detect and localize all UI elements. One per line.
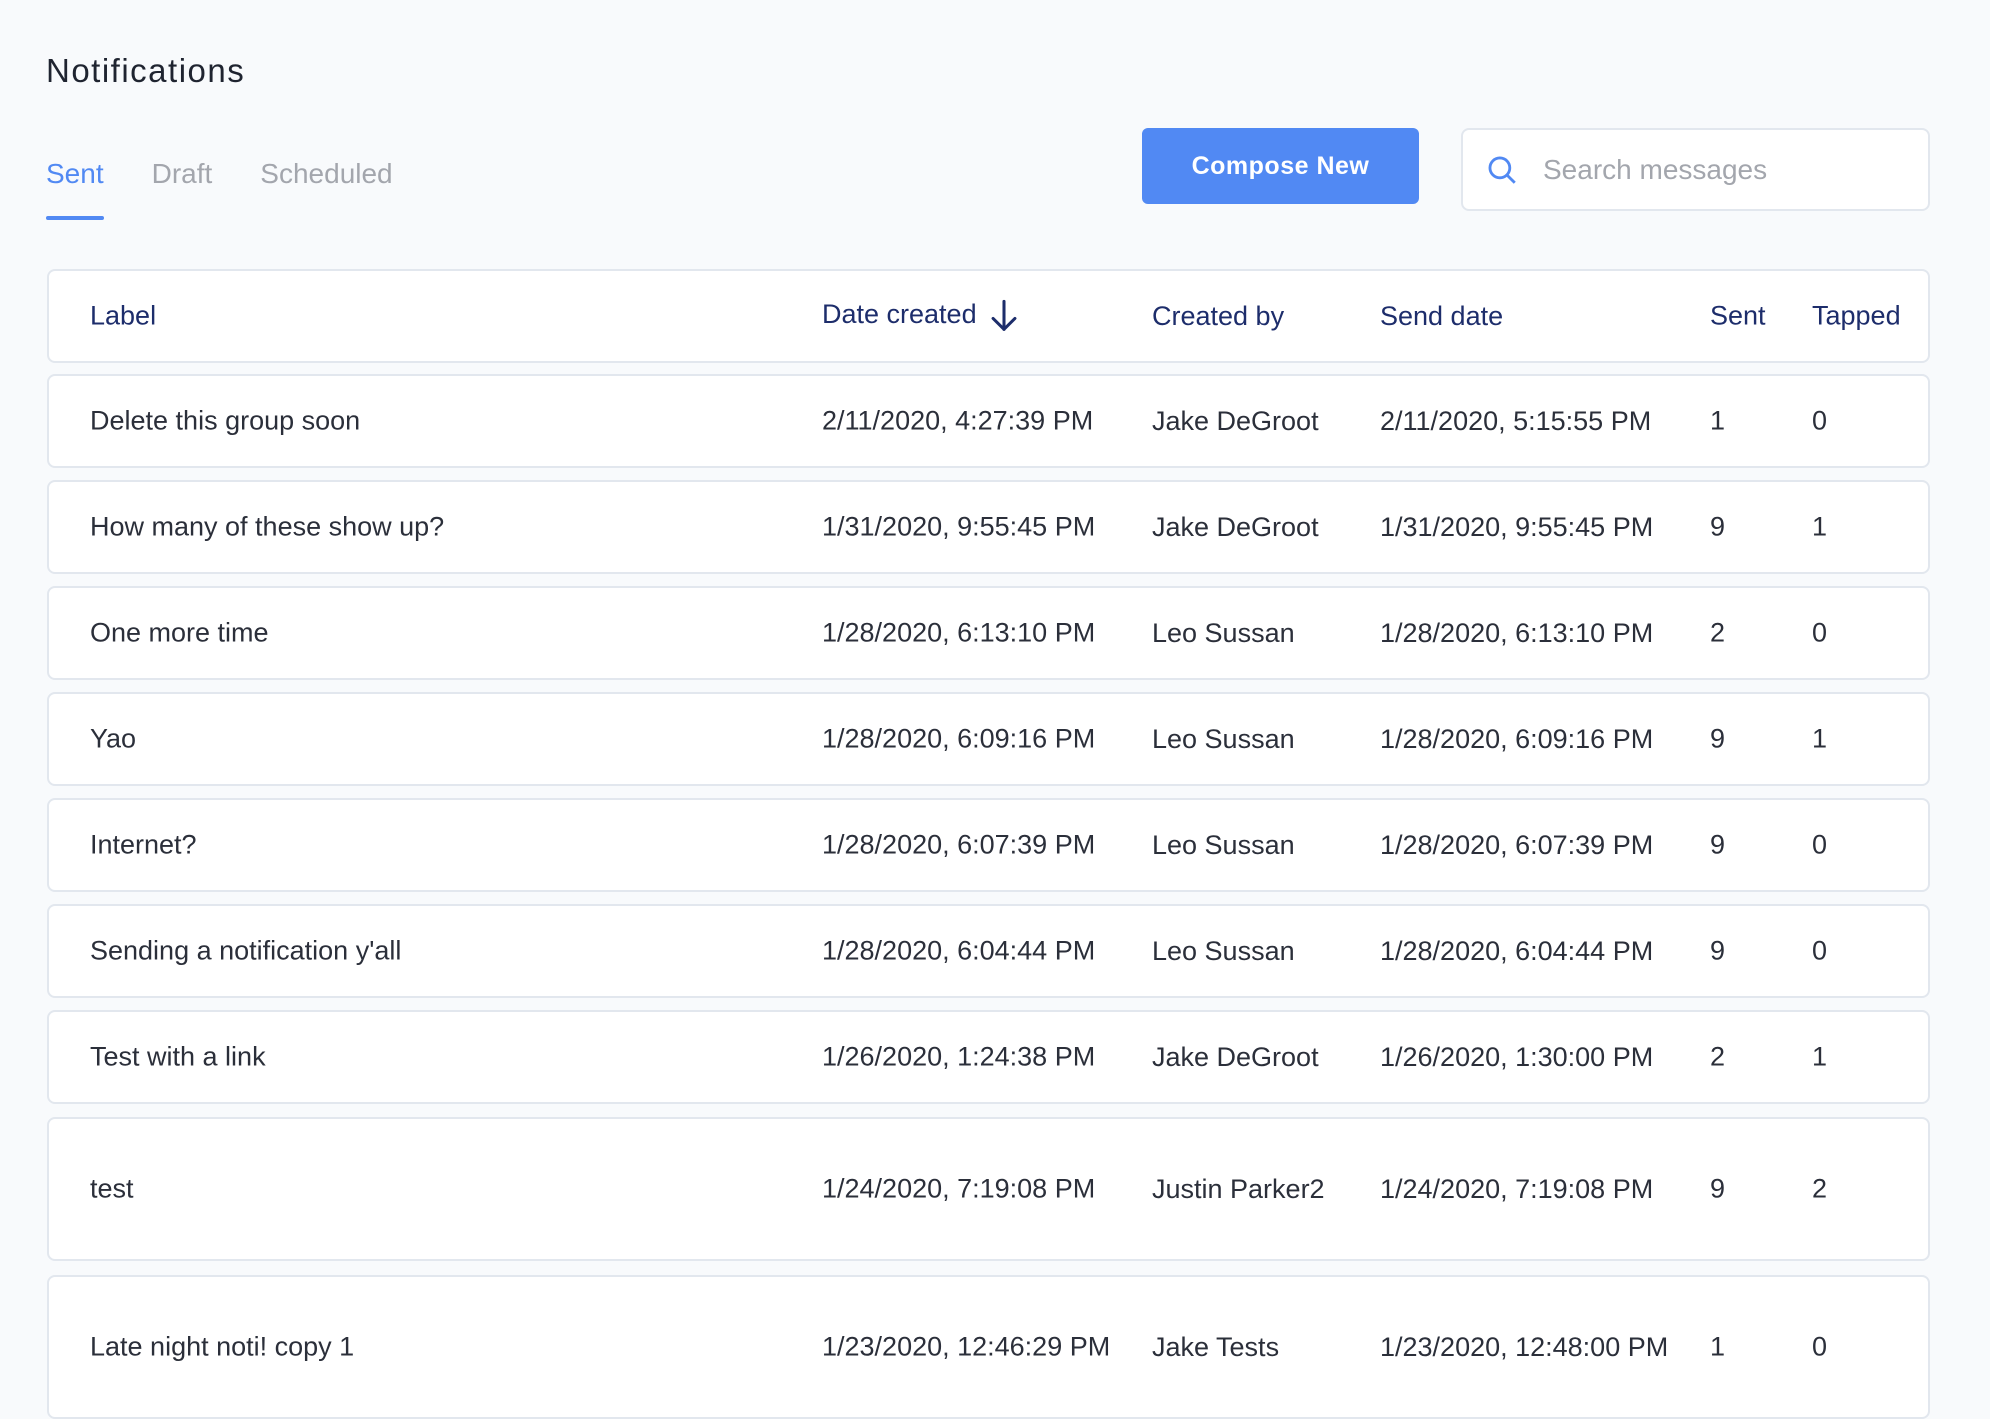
cell-sent: 9 — [1710, 829, 1726, 860]
cell-sent: 9 — [1710, 935, 1726, 966]
search-icon — [1488, 156, 1516, 184]
table-row[interactable]: Late night noti! copy 1 1/23/2020, 12:46:… — [47, 1275, 1930, 1419]
cell-sent: 1 — [1710, 405, 1726, 436]
cell-date-created: 1/28/2020, 6:07:39 PM — [822, 829, 1096, 860]
cell-tapped: 1 — [1812, 1041, 1828, 1072]
cell-label: How many of these show up? — [90, 511, 445, 542]
cell-tapped: 0 — [1812, 935, 1828, 966]
column-header-send-date[interactable]: Send date — [1380, 301, 1504, 331]
column-header-label[interactable]: Label — [90, 300, 157, 331]
cell-date-created: 1/31/2020, 9:55:45 PM — [822, 511, 1096, 542]
cell-sent: 2 — [1710, 1041, 1726, 1072]
cell-tapped: 2 — [1812, 1173, 1828, 1204]
cell-label: Test with a link — [90, 1041, 266, 1072]
cell-created-by: Jake Tests — [1152, 1332, 1280, 1362]
table-row[interactable]: Sending a notification y'all 1/28/2020, 6… — [47, 904, 1930, 998]
column-header-tapped[interactable]: Tapped — [1812, 300, 1901, 331]
cell-send-date: 2/11/2020, 5:15:55 PM — [1380, 406, 1652, 436]
tab-sent[interactable]: Sent — [46, 158, 104, 220]
column-header-sent[interactable]: Sent — [1710, 300, 1766, 331]
search-box[interactable] — [1461, 128, 1930, 211]
cell-label: Internet? — [90, 829, 197, 860]
cell-tapped: 1 — [1812, 511, 1828, 542]
cell-date-created: 1/28/2020, 6:04:44 PM — [822, 935, 1096, 966]
cell-label: Sending a notification y'all — [90, 935, 402, 966]
cell-created-by: Jake DeGroot — [1152, 1042, 1319, 1072]
cell-send-date: 1/28/2020, 6:04:44 PM — [1380, 936, 1654, 966]
cell-label: Yao — [90, 723, 137, 754]
tab-scheduled[interactable]: Scheduled — [260, 158, 393, 189]
cell-sent: 9 — [1710, 1173, 1726, 1204]
cell-created-by: Justin Parker2 — [1152, 1174, 1325, 1204]
cell-sent: 9 — [1710, 723, 1726, 754]
table-row[interactable]: Internet? 1/28/2020, 6:07:39 PM Leo Sussan… — [47, 798, 1930, 892]
cell-send-date: 1/23/2020, 12:48:00 PM — [1380, 1332, 1669, 1362]
cell-sent: 9 — [1710, 511, 1726, 542]
cell-tapped: 1 — [1812, 723, 1828, 754]
cell-created-by: Jake DeGroot — [1152, 406, 1319, 436]
cell-label: Late night noti! copy 1 — [90, 1331, 355, 1362]
cell-send-date: 1/28/2020, 6:09:16 PM — [1380, 724, 1654, 754]
cell-date-created: 1/28/2020, 6:13:10 PM — [822, 617, 1096, 648]
arrow-down-icon — [991, 299, 1017, 331]
cell-created-by: Leo Sussan — [1152, 830, 1295, 860]
cell-created-by: Leo Sussan — [1152, 724, 1295, 754]
column-header-date-created-text: Date created — [822, 299, 977, 330]
cell-send-date: 1/28/2020, 6:07:39 PM — [1380, 830, 1654, 860]
page-title: Notifications — [46, 52, 246, 89]
cell-date-created: 1/28/2020, 6:09:16 PM — [822, 723, 1096, 754]
cell-date-created: 2/11/2020, 4:27:39 PM — [822, 405, 1094, 436]
table-row[interactable]: How many of these show up? 1/31/2020, 9:5… — [47, 480, 1930, 574]
table-row[interactable]: test 1/24/2020, 7:19:08 PM Justin Parker2 1… — [47, 1117, 1930, 1261]
cell-sent: 2 — [1710, 617, 1726, 648]
tab-draft[interactable]: Draft — [151, 158, 213, 189]
table-header: Label Date created Created by Send date … — [47, 269, 1930, 363]
tab-bar: Sent Draft Scheduled — [46, 158, 393, 220]
cell-tapped: 0 — [1812, 617, 1828, 648]
column-header-created-by[interactable]: Created by — [1152, 301, 1285, 331]
column-header-date-created[interactable]: Date created — [822, 299, 1019, 333]
cell-tapped: 0 — [1812, 1331, 1828, 1362]
cell-date-created: 1/23/2020, 12:46:29 PM — [822, 1331, 1111, 1362]
cell-created-by: Jake DeGroot — [1152, 512, 1319, 542]
cell-send-date: 1/31/2020, 9:55:45 PM — [1380, 512, 1654, 542]
cell-sent: 1 — [1710, 1331, 1726, 1362]
table-row[interactable]: One more time 1/28/2020, 6:13:10 PM Leo Su… — [47, 586, 1930, 680]
cell-send-date: 1/28/2020, 6:13:10 PM — [1380, 618, 1654, 648]
cell-send-date: 1/26/2020, 1:30:00 PM — [1380, 1042, 1654, 1072]
table-row[interactable]: Delete this group soon 2/11/2020, 4:27:39… — [47, 374, 1930, 468]
cell-label: test — [90, 1173, 134, 1204]
cell-created-by: Leo Sussan — [1152, 618, 1295, 648]
table-row[interactable]: Yao 1/28/2020, 6:09:16 PM Leo Sussan 1/28/2… — [47, 692, 1930, 786]
cell-created-by: Leo Sussan — [1152, 936, 1295, 966]
table-row[interactable]: Test with a link 1/26/2020, 1:24:38 PM Jak… — [47, 1010, 1930, 1104]
cell-tapped: 0 — [1812, 405, 1828, 436]
cell-send-date: 1/24/2020, 7:19:08 PM — [1380, 1174, 1654, 1204]
cell-date-created: 1/24/2020, 7:19:08 PM — [822, 1173, 1096, 1204]
search-input[interactable] — [1541, 152, 1905, 187]
compose-new-button[interactable]: Compose New — [1142, 128, 1419, 204]
cell-tapped: 0 — [1812, 829, 1828, 860]
cell-label: One more time — [90, 617, 269, 648]
cell-label: Delete this group soon — [90, 405, 361, 436]
cell-date-created: 1/26/2020, 1:24:38 PM — [822, 1041, 1096, 1072]
